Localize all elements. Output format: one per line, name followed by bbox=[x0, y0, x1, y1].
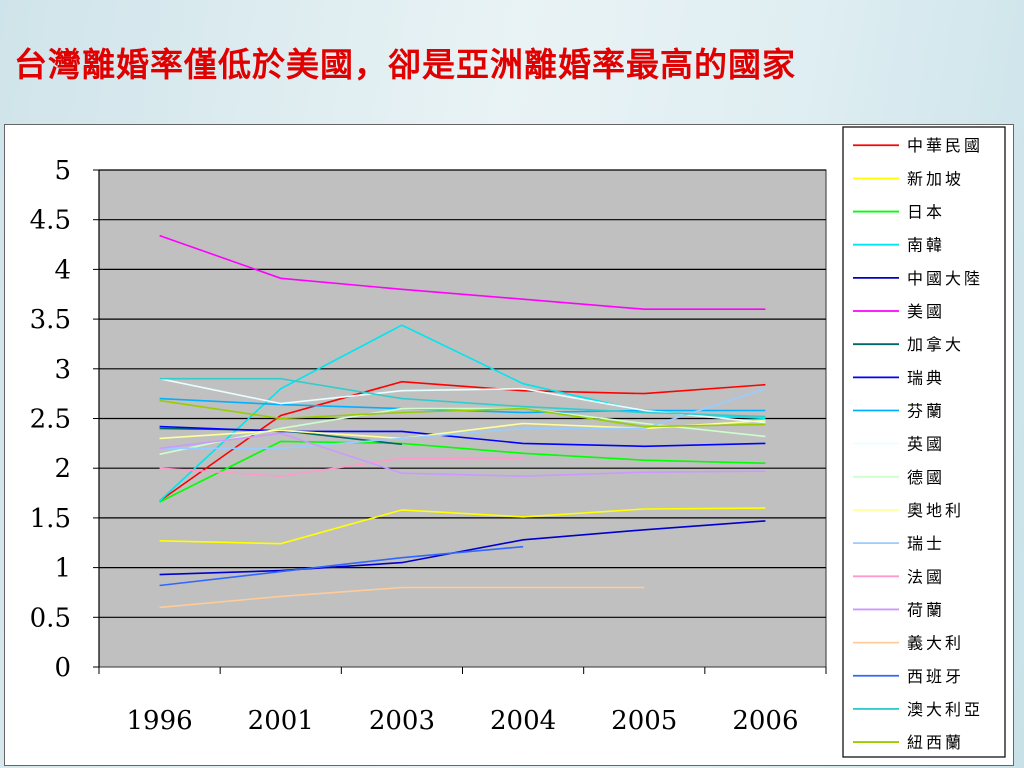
legend-label: 加拿大 bbox=[907, 335, 964, 354]
legend-label: 中華民國 bbox=[907, 136, 983, 155]
legend-label: 澳大利亞 bbox=[907, 700, 983, 719]
y-tick-label: 4.5 bbox=[30, 206, 71, 236]
series-line bbox=[159, 440, 766, 503]
legend-label: 南韓 bbox=[907, 236, 945, 255]
legend-label: 西班牙 bbox=[907, 667, 964, 686]
x-tick-label: 1996 bbox=[126, 706, 192, 736]
legend-label: 奧地利 bbox=[907, 501, 964, 520]
x-tick-label: 2005 bbox=[611, 706, 677, 736]
legend-box bbox=[842, 126, 1006, 758]
y-tick-label: 2.5 bbox=[30, 405, 71, 435]
x-tick-label: 2003 bbox=[369, 706, 435, 736]
y-tick-label: 2 bbox=[54, 454, 71, 484]
series-line bbox=[159, 419, 766, 440]
legend-label: 芬蘭 bbox=[907, 402, 945, 421]
legend-label: 瑞士 bbox=[907, 534, 945, 553]
series-line bbox=[159, 586, 645, 609]
series-line bbox=[159, 432, 766, 478]
series-line bbox=[159, 377, 766, 418]
legend-label: 新加坡 bbox=[907, 169, 964, 188]
page-title: 台灣離婚率僅低於美國，卻是亞洲離婚率最高的國家 bbox=[14, 45, 796, 84]
legend-label: 荷蘭 bbox=[907, 600, 945, 619]
series-line bbox=[159, 507, 766, 545]
legend-label: 法國 bbox=[907, 567, 945, 586]
legend-label: 瑞典 bbox=[907, 368, 945, 387]
y-tick-label: 4 bbox=[54, 255, 71, 285]
x-tick-label: 2004 bbox=[490, 706, 556, 736]
legend-label: 中國大陸 bbox=[907, 269, 983, 288]
y-tick-label: 1.5 bbox=[30, 504, 71, 534]
y-tick-label: 3 bbox=[54, 355, 71, 385]
y-tick-label: 5 bbox=[54, 156, 71, 186]
series-line bbox=[159, 234, 766, 310]
series-line bbox=[159, 520, 766, 576]
series-line bbox=[159, 399, 766, 428]
x-tick-label: 2001 bbox=[248, 706, 314, 736]
legend-label: 德國 bbox=[907, 468, 945, 487]
legend-label: 日本 bbox=[907, 203, 945, 222]
legend-label: 義大利 bbox=[907, 634, 964, 653]
series-line bbox=[159, 425, 766, 448]
legend-label: 美國 bbox=[907, 302, 945, 321]
x-tick-label: 2006 bbox=[732, 706, 798, 736]
legend-label: 紐西蘭 bbox=[907, 733, 964, 752]
line-chart: 0 0.5 1 1.5 2 2.5 3 3.5 4 4.5 5 1996 2001 2003 2004 200… bbox=[30, 126, 1006, 758]
legend-label: 英國 bbox=[907, 435, 945, 454]
y-tick-label: 0.5 bbox=[30, 603, 71, 633]
y-tick-label: 3.5 bbox=[30, 305, 71, 335]
series-line bbox=[159, 457, 524, 478]
y-tick-label: 1 bbox=[54, 554, 71, 584]
chart-area: 0 0.5 1 1.5 2 2.5 3 3.5 4 4.5 5 1996 2001 2003 2004 200… bbox=[4, 124, 1014, 766]
series-line bbox=[159, 545, 524, 587]
series-line bbox=[159, 387, 766, 450]
y-tick-label: 0 bbox=[54, 653, 71, 683]
